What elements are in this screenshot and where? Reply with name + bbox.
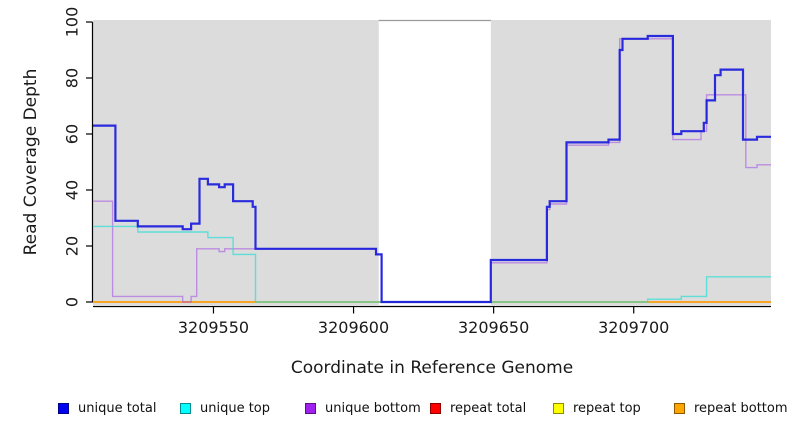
y-axis-title: Read Coverage Depth — [21, 68, 41, 256]
legend-item-unique-top: unique top — [180, 399, 270, 417]
y-tick-label: 100 — [63, 7, 82, 38]
y-tick-label: 20 — [63, 236, 82, 256]
legend-swatch-repeat-top — [553, 402, 564, 414]
legend-label: repeat bottom — [694, 400, 788, 416]
legend-label: unique top — [200, 400, 271, 416]
y-tick-label: 60 — [63, 124, 82, 144]
legend-item-unique-bottom: unique bottom — [305, 399, 421, 417]
legend-item-repeat-top: repeat top — [553, 399, 641, 417]
legend-swatch-repeat-bottom — [674, 402, 685, 414]
legend-item-repeat-bottom: repeat bottom — [674, 399, 788, 417]
x-tick-label: 3209700 — [598, 318, 669, 337]
legend-label: unique bottom — [325, 400, 421, 416]
series-path-unique-total — [93, 34, 771, 304]
x-axis-title: Coordinate in Reference Genome — [290, 358, 574, 378]
series-path-unique-top — [93, 225, 771, 303]
y-tick-label: 40 — [63, 180, 82, 200]
legend-swatch-unique-total — [58, 402, 69, 414]
x-tick-label: 3209550 — [178, 318, 249, 337]
y-tick-label: 0 — [63, 297, 82, 307]
x-tick-label: 3209650 — [458, 318, 529, 337]
legend-swatch-repeat-total — [430, 402, 441, 414]
legend-swatch-unique-top — [180, 402, 191, 414]
legend-label: repeat total — [450, 400, 527, 416]
legend-swatch-unique-bottom — [305, 402, 316, 414]
x-tick-label: 3209600 — [318, 318, 389, 337]
legend-label: repeat top — [573, 400, 641, 416]
y-tick-label: 80 — [63, 68, 82, 88]
legend-item-unique-total: unique total — [58, 399, 156, 417]
legend-label: unique total — [78, 400, 157, 416]
legend-item-repeat-total: repeat total — [430, 399, 526, 417]
gap-region — [378, 21, 491, 305]
